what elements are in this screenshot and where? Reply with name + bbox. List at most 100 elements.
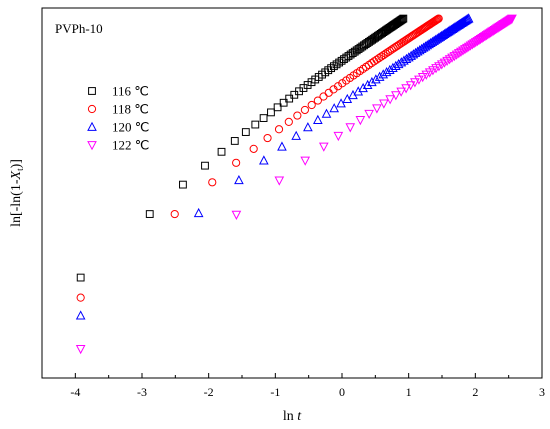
data-point (273, 103, 282, 112)
svg-text:ln[-ln(1-Xt)]: ln[-ln(1-Xt)] (9, 159, 25, 227)
data-point (259, 155, 269, 165)
data-point (379, 99, 389, 109)
data-point (277, 141, 287, 151)
data-point (145, 210, 154, 218)
x-axis-title: ln t (283, 409, 302, 424)
data-point (230, 137, 239, 145)
legend-entry-2: 118 ℃ (87, 102, 149, 117)
data-point (259, 114, 268, 122)
legend-label: 116 ℃ (112, 84, 149, 99)
data-point (284, 117, 293, 126)
data-point (76, 293, 85, 302)
data-point (424, 38, 434, 49)
data-point (355, 116, 366, 126)
data-point (488, 26, 499, 37)
data-point (179, 180, 187, 189)
legend-entry-1: 116 ℃ (88, 84, 149, 99)
data-point (463, 42, 474, 52)
data-point (319, 92, 328, 101)
data-point (300, 156, 311, 166)
data-point (251, 120, 260, 129)
x-tick-label: -3 (137, 385, 147, 399)
x-tick-label: -4 (70, 385, 80, 399)
data-point (348, 49, 357, 57)
data-point (217, 147, 226, 156)
data-point (507, 14, 517, 24)
data-point (444, 55, 455, 65)
data-point (333, 82, 343, 91)
annotation-label: PVPh-10 (55, 21, 103, 36)
legend-marker (88, 87, 96, 95)
data-point (449, 52, 460, 62)
data-point (303, 122, 313, 132)
data-point (385, 95, 395, 105)
data-point (462, 43, 472, 54)
data-point (293, 111, 302, 120)
data-point (383, 48, 392, 57)
data-point (432, 15, 441, 24)
series-1 (76, 14, 408, 282)
data-point (490, 25, 501, 35)
data-point (417, 73, 428, 83)
series-4 (75, 14, 517, 355)
data-point (459, 15, 470, 26)
data-point (76, 273, 85, 282)
data-point (505, 15, 515, 26)
data-point (506, 15, 516, 25)
data-point (249, 144, 258, 153)
data-point (433, 15, 442, 24)
data-point (234, 174, 244, 185)
data-point (75, 310, 86, 320)
x-tick-label: 3 (539, 385, 545, 399)
plot-frame (41, 7, 543, 379)
data-point (208, 178, 217, 187)
data-point (377, 52, 386, 61)
data-point (307, 100, 316, 110)
data-point (201, 161, 209, 170)
data-point (401, 84, 411, 94)
data-point (364, 109, 374, 120)
data-point (460, 45, 470, 55)
data-point (324, 88, 333, 97)
data-point (378, 69, 389, 79)
data-point (396, 87, 406, 97)
data-point (462, 13, 473, 24)
data-point (458, 46, 468, 56)
data-point (434, 14, 443, 23)
x-tick-label: 1 (406, 385, 412, 399)
x-tick-labels: -4 -3 -2 -1 0 1 2 3 (70, 385, 545, 399)
data-point (442, 56, 452, 67)
data-point (336, 98, 346, 108)
data-point (447, 53, 457, 63)
data-point (493, 23, 503, 33)
data-point (489, 26, 500, 36)
series-2 (76, 14, 443, 302)
x-tick-label: 2 (472, 385, 478, 399)
data-point (300, 105, 310, 115)
data-point (170, 209, 179, 219)
data-point (232, 158, 241, 167)
data-point (324, 66, 333, 75)
legend-marker (87, 141, 97, 151)
data-point (321, 108, 332, 118)
data-point (492, 24, 502, 34)
data-point (379, 50, 388, 60)
data-point (451, 50, 462, 60)
data-point (75, 345, 86, 355)
data-point (318, 142, 329, 152)
legend-label: 122 ℃ (112, 138, 149, 153)
data-point (467, 40, 478, 50)
data-point (460, 15, 471, 25)
series-layer (75, 13, 517, 355)
data-point (405, 81, 416, 91)
series-3 (75, 13, 474, 320)
data-point (274, 176, 285, 186)
data-point (345, 123, 356, 133)
data-point (362, 79, 373, 89)
data-point (465, 41, 476, 51)
data-point (458, 16, 469, 26)
data-point (263, 133, 272, 143)
legend-label: 118 ℃ (112, 102, 149, 117)
data-point (381, 49, 390, 58)
